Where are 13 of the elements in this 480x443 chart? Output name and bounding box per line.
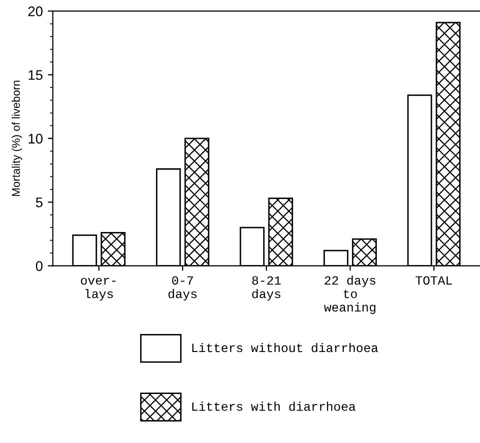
x-tick-label: 0-7 days (168, 276, 197, 301)
y-tick-label: 20 (28, 6, 43, 16)
y-tick-label: 0 (36, 261, 43, 271)
y-tick-label: 5 (36, 198, 42, 208)
x-tick-label: TOTAL (416, 276, 452, 285)
y-tick-label: 15 (28, 70, 42, 80)
legend-label: Litters with diarrhoea (192, 402, 356, 411)
y-axis-title: Mortality (%) of liveborn (12, 80, 22, 196)
x-tick-label: over- lays (80, 278, 116, 301)
x-tick-label: 22 days to weaning (324, 276, 376, 314)
legend-label: Litters without diarrhoea (192, 342, 378, 352)
y-tick-label: 10 (28, 134, 43, 144)
x-tick-label: 8-21 days (252, 276, 281, 301)
